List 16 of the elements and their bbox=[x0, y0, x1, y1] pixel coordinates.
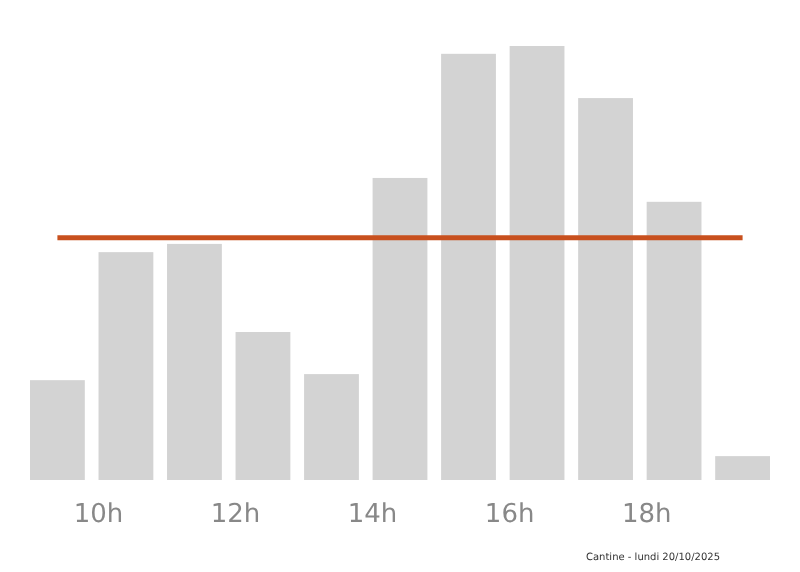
x-tick-label: 14h bbox=[347, 500, 398, 530]
bar bbox=[578, 98, 633, 480]
bar bbox=[509, 46, 565, 480]
bar bbox=[372, 177, 428, 480]
bar bbox=[441, 53, 496, 480]
bar bbox=[167, 243, 222, 480]
bar bbox=[235, 332, 291, 480]
bar bbox=[30, 380, 85, 480]
x-tick-label: 10h bbox=[73, 500, 124, 530]
x-tick-label: 18h bbox=[621, 500, 672, 530]
bar bbox=[646, 201, 702, 480]
bar bbox=[304, 374, 359, 480]
bar bbox=[98, 252, 154, 480]
bar bbox=[715, 456, 770, 480]
x-tick-label: 16h bbox=[484, 500, 535, 530]
x-tick-label: 12h bbox=[210, 500, 261, 530]
